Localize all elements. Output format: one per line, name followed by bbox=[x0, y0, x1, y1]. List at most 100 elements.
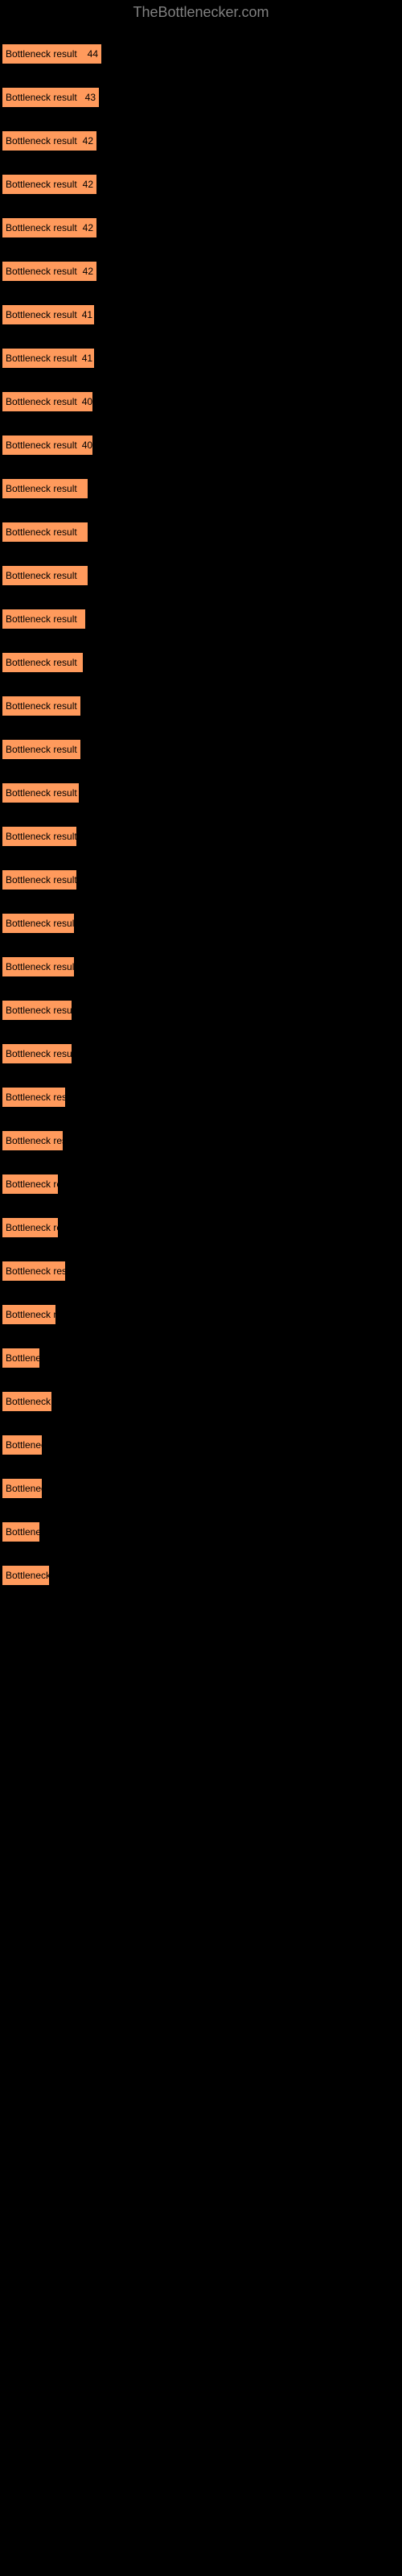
bar-text: Bottleneck result bbox=[6, 874, 77, 886]
bar-text: Bottleneck result bbox=[6, 700, 77, 712]
chart-row: Bottleneck result42 bbox=[2, 246, 402, 282]
chart-row: Bottleneck result bbox=[2, 1072, 402, 1108]
bar-line: Bottleneck result bbox=[2, 522, 402, 543]
bar-text: Bottleneck result bbox=[6, 1135, 77, 1146]
bar-line: Bottleneck result bbox=[2, 1000, 402, 1021]
bar-value: 44 bbox=[88, 48, 98, 60]
bar-line: Bottleneck result bbox=[2, 696, 402, 716]
bar-line: Bottleneck result bbox=[2, 1130, 402, 1151]
bar-line: Bottleneck result bbox=[2, 1348, 402, 1368]
bar: Bottleneck result 41 bbox=[2, 348, 95, 369]
bar-text: Bottleneck result bbox=[6, 918, 77, 929]
bar-line: Bottleneck result bbox=[2, 1478, 402, 1499]
chart-row: Bottleneck result bbox=[2, 1029, 402, 1064]
bar: Bottleneck result bbox=[2, 1000, 72, 1021]
row-label bbox=[2, 29, 402, 43]
bar-line: Bottleneck result41 bbox=[2, 304, 402, 325]
row-label bbox=[2, 1333, 402, 1348]
bar: Bottleneck result43 bbox=[2, 87, 100, 108]
bar-line: Bottleneck result bbox=[2, 1261, 402, 1282]
chart-row: Bottleneck result bbox=[2, 1159, 402, 1195]
bar: Bottleneck result bbox=[2, 1174, 59, 1195]
bar-text: Bottleneck result bbox=[6, 483, 77, 494]
bar: Bottleneck result bbox=[2, 478, 88, 499]
bar-text: Bottleneck result bbox=[6, 92, 77, 103]
bar: Bottleneck result bbox=[2, 522, 88, 543]
row-label bbox=[2, 333, 402, 348]
bar: Bottleneck result bbox=[2, 739, 81, 760]
chart-row: Bottleneck result bbox=[2, 1333, 402, 1368]
bar: Bottleneck result bbox=[2, 652, 84, 673]
chart-row: Bottleneck result 41 bbox=[2, 333, 402, 369]
bar-line: Bottleneck result 41 bbox=[2, 348, 402, 369]
bar: Bottleneck result 44 bbox=[2, 43, 102, 64]
bar-line: Bottleneck result42 bbox=[2, 174, 402, 195]
bar-text: Bottleneck result bbox=[6, 266, 77, 277]
bar-line: Bottleneck result42 bbox=[2, 217, 402, 238]
bar-text: Bottleneck result bbox=[6, 48, 77, 60]
bar-line: Bottleneck result bbox=[2, 782, 402, 803]
chart-row: Bottleneck result bbox=[2, 985, 402, 1021]
row-label bbox=[2, 72, 402, 87]
bar-text: Bottleneck result bbox=[6, 135, 77, 147]
bar-text: Bottleneck result bbox=[6, 1526, 77, 1538]
bar-text: Bottleneck result bbox=[6, 396, 77, 407]
row-label bbox=[2, 203, 402, 217]
row-label bbox=[2, 1420, 402, 1435]
bar-value: 41 bbox=[82, 353, 92, 364]
bar: Bottleneck result bbox=[2, 609, 86, 630]
bar-line: Bottleneck result bbox=[2, 1043, 402, 1064]
bar: Bottleneck result bbox=[2, 869, 77, 890]
row-label bbox=[2, 464, 402, 478]
bar: Bottleneck result bbox=[2, 782, 80, 803]
bar-line: Bottleneck result bbox=[2, 1217, 402, 1238]
chart-row: Bottleneck result bbox=[2, 464, 402, 499]
chart-row: Bottleneck result bbox=[2, 1377, 402, 1412]
chart-row: Bottleneck result bbox=[2, 1550, 402, 1586]
row-label bbox=[2, 1507, 402, 1521]
bar-line: Bottleneck result bbox=[2, 609, 402, 630]
bar: Bottleneck result40 bbox=[2, 435, 93, 456]
bar-line: Bottleneck result42 bbox=[2, 261, 402, 282]
watermark-text: TheBottlenecker.com bbox=[0, 0, 402, 29]
bar-text: Bottleneck result bbox=[6, 1483, 77, 1494]
row-label bbox=[2, 724, 402, 739]
bar-text: Bottleneck result bbox=[6, 1222, 77, 1233]
bar: Bottleneck result42 bbox=[2, 217, 97, 238]
chart-row: Bottleneck result42 bbox=[2, 159, 402, 195]
row-label bbox=[2, 1116, 402, 1130]
bar-line: Bottleneck result bbox=[2, 478, 402, 499]
bar: Bottleneck result bbox=[2, 1130, 64, 1151]
row-label bbox=[2, 594, 402, 609]
bar: Bottleneck result bbox=[2, 1217, 59, 1238]
bar-line: Bottleneck result bbox=[2, 1304, 402, 1325]
bar-text: Bottleneck result bbox=[6, 353, 77, 364]
bar: Bottleneck result bbox=[2, 1478, 43, 1499]
chart-row: Bottleneck result bbox=[2, 1420, 402, 1455]
bar: Bottleneck result bbox=[2, 1521, 40, 1542]
bar-text: Bottleneck result bbox=[6, 1265, 77, 1277]
bar-line: Bottleneck result bbox=[2, 652, 402, 673]
bar: Bottleneck result41 bbox=[2, 304, 95, 325]
bar: Bottleneck result bbox=[2, 1261, 66, 1282]
row-label bbox=[2, 1246, 402, 1261]
bar: Bottleneck result40 bbox=[2, 391, 93, 412]
row-label bbox=[2, 159, 402, 174]
chart-row: Bottleneck result bbox=[2, 898, 402, 934]
row-label bbox=[2, 768, 402, 782]
bar-line: Bottleneck result bbox=[2, 913, 402, 934]
chart-row: Bottleneck result bbox=[2, 638, 402, 673]
chart-row: Bottleneck result41 bbox=[2, 290, 402, 325]
row-label bbox=[2, 377, 402, 391]
chart-row: Bottleneck result bbox=[2, 594, 402, 630]
bar-text: Bottleneck result bbox=[6, 570, 77, 581]
bar-line: Bottleneck result bbox=[2, 1391, 402, 1412]
bar-line: Bottleneck result40 bbox=[2, 435, 402, 456]
chart-row: Bottleneck result40 bbox=[2, 420, 402, 456]
bar: Bottleneck result bbox=[2, 956, 75, 977]
bar-text: Bottleneck result bbox=[6, 1005, 77, 1016]
row-label bbox=[2, 116, 402, 130]
bar: Bottleneck result bbox=[2, 1087, 66, 1108]
row-label bbox=[2, 681, 402, 696]
bar: Bottleneck result42 bbox=[2, 261, 97, 282]
